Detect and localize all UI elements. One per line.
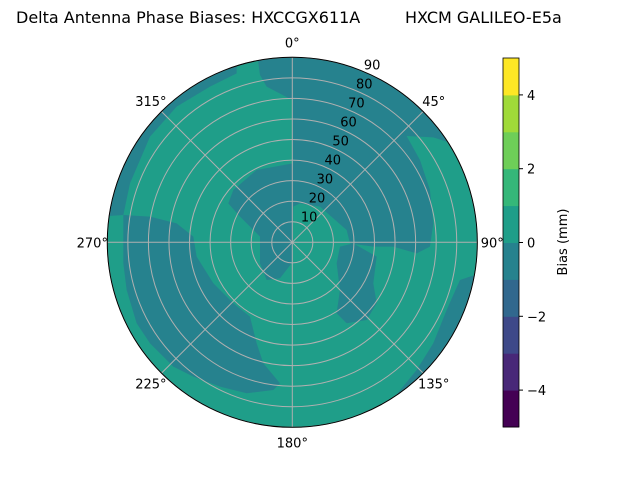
angular-tick-label: 180° [277,436,308,451]
colorbar-band [503,279,519,317]
radial-tick-label: 30 [317,172,334,187]
angular-tick-label: 0° [285,36,300,51]
angular-tick-label: 270° [77,236,108,251]
radial-tick-label: 60 [340,115,357,130]
radial-tick-label: 50 [332,134,349,149]
angular-gridline [161,111,293,243]
angular-gridline [161,241,293,374]
colorbar-band [503,353,519,391]
radial-tick-label: 90 [364,58,381,73]
angular-tick-label: 135° [418,378,449,393]
polar-grid [106,56,478,428]
contour-band-neg1-to-0-north [228,57,454,280]
polar-frame [106,56,478,428]
angular-tick-label: 90° [481,236,504,251]
radial-tick-label: 10 [301,210,318,225]
colorbar-band [503,168,519,207]
angular-tick-label: 315° [135,95,166,110]
angular-gridline [291,111,424,243]
colorbar-label: Bias (mm) [556,209,571,276]
angular-tick-label: 45° [422,95,445,110]
contour-band-neg1-to-0-southwest [123,214,280,394]
colorbar-band [503,390,519,428]
chart-title: Delta Antenna Phase Biases: HXCCGX611A [16,8,360,27]
angular-tick-label: 225° [135,378,166,393]
chart-subtitle: HXCM GALILEO-E5a [405,8,562,27]
angular-gridline [291,241,424,374]
colorbar [503,58,519,428]
colorbar-tick-label: 4 [527,89,535,104]
radial-tick-label: 20 [309,191,326,206]
colorbar-band [503,205,519,243]
colorbar-band [503,58,519,96]
colorbar-tick-label: 0 [527,237,535,252]
contour-band-neg1-to-0-east-blob [336,243,377,324]
colorbar-band [503,131,519,170]
radial-tick-label: 40 [324,153,341,168]
colorbar-tick-label: 2 [527,163,535,178]
colorbar-band [503,242,519,280]
colorbar-band [503,316,519,354]
colorbar-tick-label: −2 [527,310,546,325]
colorbar-tick-label: −4 [527,384,546,399]
radial-tick-label: 80 [356,77,373,92]
colorbar-band [503,94,519,133]
radial-tick-label: 70 [348,96,365,111]
